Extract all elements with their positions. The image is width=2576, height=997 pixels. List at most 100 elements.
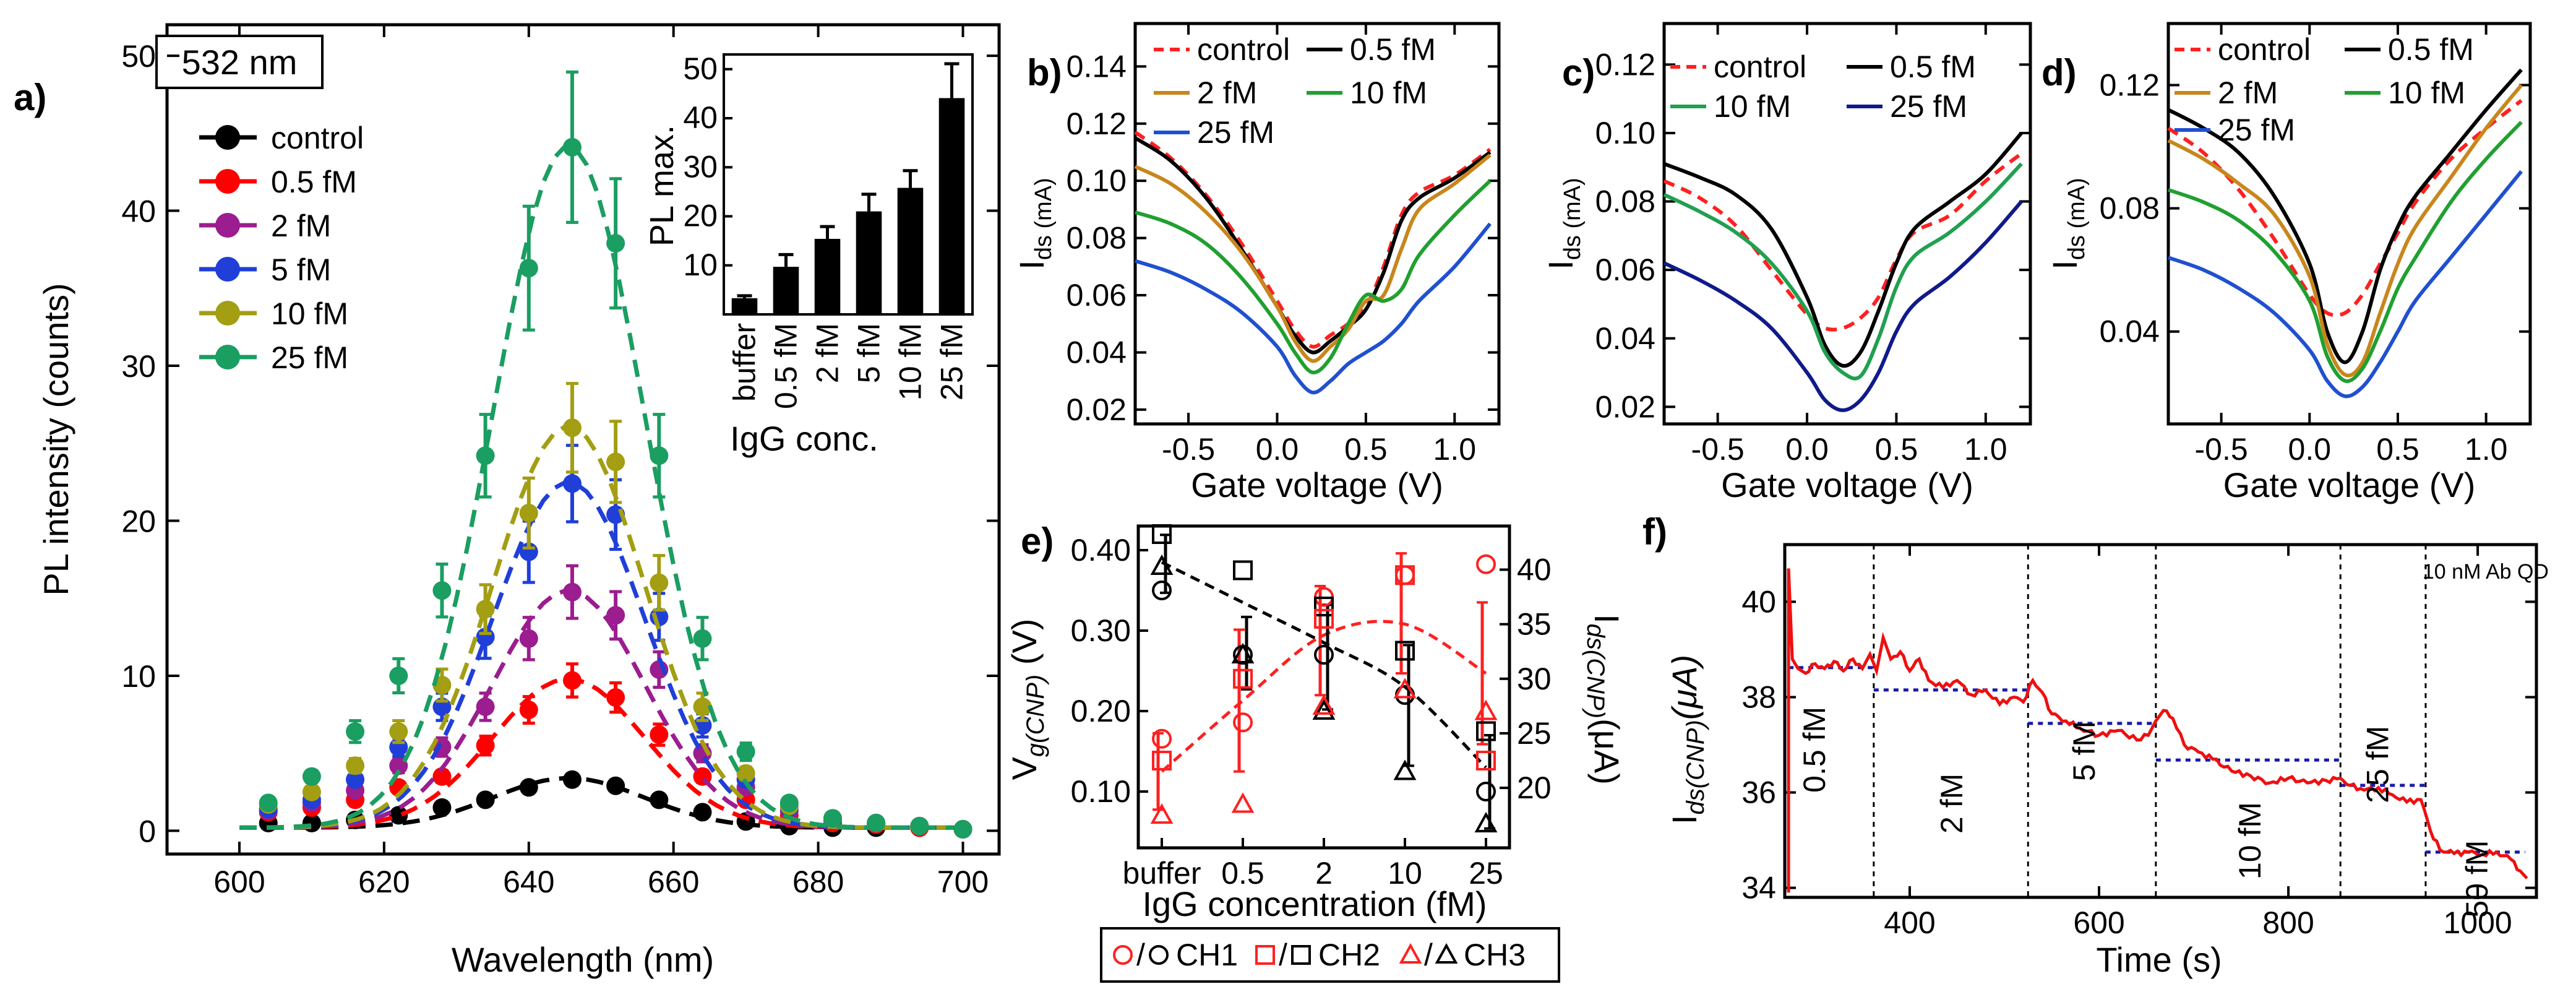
data-point: [519, 701, 538, 720]
y-tick-label: 34: [1741, 871, 1776, 905]
y-tick-label-left: 0.10: [1071, 774, 1131, 809]
data-point: [910, 816, 929, 835]
data-point: [650, 725, 669, 745]
legend-marker: [1255, 945, 1275, 965]
legend-marker: [215, 125, 240, 150]
x-axis-label: Gate voltage (V): [2223, 465, 2476, 504]
series-25 fM: [1135, 222, 1492, 395]
series-2 fM: [1134, 153, 1492, 363]
legend-label: CH1: [1176, 938, 1238, 972]
data-point: [519, 503, 538, 522]
legend-label: 2 fM: [271, 209, 331, 243]
data-point: [562, 582, 582, 602]
data-point: [519, 259, 538, 278]
series-group: [2167, 68, 2523, 399]
legend-label: CH2: [1318, 938, 1380, 972]
inset-chart: 10 20 30 40 50 buffer 0.5 fM 2 fM 5 fM 10 fM 25 fM…: [643, 51, 974, 458]
panel-e-ylabel-right: Ids(CNP)(μA): [1582, 614, 1626, 785]
series-25 fM: [2167, 170, 2523, 399]
data-point: [606, 234, 625, 253]
series-control: [2167, 99, 2523, 317]
segment-label: 2 fM: [1934, 774, 1969, 834]
segment-label: 5 fM: [2067, 721, 2102, 781]
x-axis-label: Gate voltage (V): [1721, 465, 1973, 504]
x-tick-label: 0.5: [2376, 432, 2419, 467]
vg-point-CH3: [1393, 759, 1417, 780]
data-point: [823, 809, 842, 828]
current-trace: [1787, 568, 2528, 893]
data-point: [476, 790, 495, 809]
inset-category-label: 2 fM: [810, 323, 845, 383]
y-tick-label: 0.04: [2100, 314, 2160, 349]
y-tick-label: 0.14: [1067, 49, 1127, 84]
data-point: [476, 697, 495, 717]
panel-e: e) IgG concentration (fM) Vg(CNP) (V) Id…: [1005, 520, 1626, 983]
y-tick-label: 50: [121, 39, 156, 74]
trend-vg: [1161, 561, 1487, 769]
panel-e-legend: / CH1 / CH2 / CH3: [1100, 927, 1560, 983]
legend-separator: /: [1136, 938, 1145, 972]
y-tick-label: 0.02: [1067, 392, 1127, 427]
series-fit-0.5 fM: [239, 676, 956, 830]
data-point: [736, 764, 755, 783]
series-10 fM: [2168, 121, 2523, 383]
inset-category-label: 25 fM: [935, 323, 969, 400]
y-tick-label: 0.04: [1067, 335, 1127, 369]
inset-y-tick-label: 30: [683, 149, 718, 184]
legend-marker: [1435, 943, 1458, 964]
y-tick-label-left: 0.40: [1071, 533, 1131, 568]
data-point: [650, 790, 669, 809]
data-point: [432, 581, 452, 600]
data-point: [389, 806, 408, 825]
y-tick-label: 0.08: [2100, 191, 2160, 226]
vg-point-CH3: [1231, 642, 1255, 663]
ids-point-CH1: [1476, 554, 1496, 574]
vg-point-CH2: [1476, 721, 1496, 741]
legend-marker: [1399, 943, 1422, 964]
ids-point-CH1: [1233, 712, 1253, 733]
ids-point-CH3: [1231, 792, 1255, 813]
panel-e-label: e): [1021, 520, 1054, 562]
x-tick-label: 1.0: [1964, 432, 2007, 467]
inset-category-label: buffer: [728, 323, 762, 402]
legend-label: CH3: [1464, 938, 1526, 972]
data-point: [867, 813, 886, 832]
y-tick-label: 0.06: [1067, 278, 1127, 313]
series-2 fM: [2167, 84, 2523, 378]
data-point: [650, 446, 669, 465]
x-axis-label: Gate voltage (V): [1191, 465, 1443, 504]
data-point: [693, 697, 712, 717]
data-point: [606, 776, 625, 795]
panel-a-frame: [165, 23, 1001, 856]
panel-b: b) -0.5 0.0 0.5 1.0 0.02 0.04 0.06 0.08 0.10 0.12…: [1012, 22, 1501, 504]
legend-marker: [1291, 945, 1311, 965]
data-point: [389, 722, 408, 741]
ids-point-CH2: [1476, 750, 1496, 770]
y-axis-label: Ids (mA): [1012, 178, 1057, 270]
legend-marker: [215, 213, 240, 238]
x-tick-label: 2: [1315, 856, 1333, 891]
ids-point-CH3: [1393, 678, 1417, 699]
segment-label: 25 fM: [2360, 726, 2395, 803]
x-tick-label: 600: [213, 865, 265, 899]
panel-b-label: b): [1027, 52, 1062, 93]
legend-marker: [215, 345, 240, 369]
inset-bar: [773, 267, 799, 314]
x-tick-label: 25: [1469, 856, 1503, 891]
y-tick-label: 0.02: [1595, 389, 1655, 424]
inset-bar: [856, 211, 882, 314]
data-point: [650, 573, 669, 592]
x-tick-label: 0.5: [1875, 432, 1918, 467]
legend-label: control: [2218, 32, 2311, 67]
vg-point-CH1: [1152, 581, 1172, 600]
panel-e-legend-box: [1100, 927, 1560, 983]
segment-label: 10 fM: [2233, 802, 2267, 879]
x-tick-label: 10: [1388, 856, 1422, 891]
y-tick-label: 0.10: [1595, 116, 1655, 150]
x-tick-label: 1.0: [1433, 432, 1477, 467]
data-point: [693, 629, 712, 648]
ids-point-CH3: [1474, 699, 1498, 720]
x-tick-label: buffer: [1123, 856, 1201, 891]
y-tick-label-right: 25: [1517, 716, 1552, 751]
